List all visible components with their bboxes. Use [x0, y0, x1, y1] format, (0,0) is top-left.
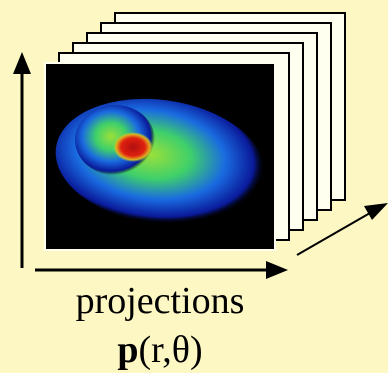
formula-symbol: p [117, 329, 138, 371]
formula-args: (r,θ) [138, 329, 202, 371]
diagram: projections p(r,θ) [0, 0, 388, 373]
projection-image [45, 63, 275, 250]
formula: p(r,θ) [117, 329, 202, 371]
page: projections p(r,θ) (() => { const data =… [0, 0, 388, 373]
caption: projections [76, 280, 245, 322]
